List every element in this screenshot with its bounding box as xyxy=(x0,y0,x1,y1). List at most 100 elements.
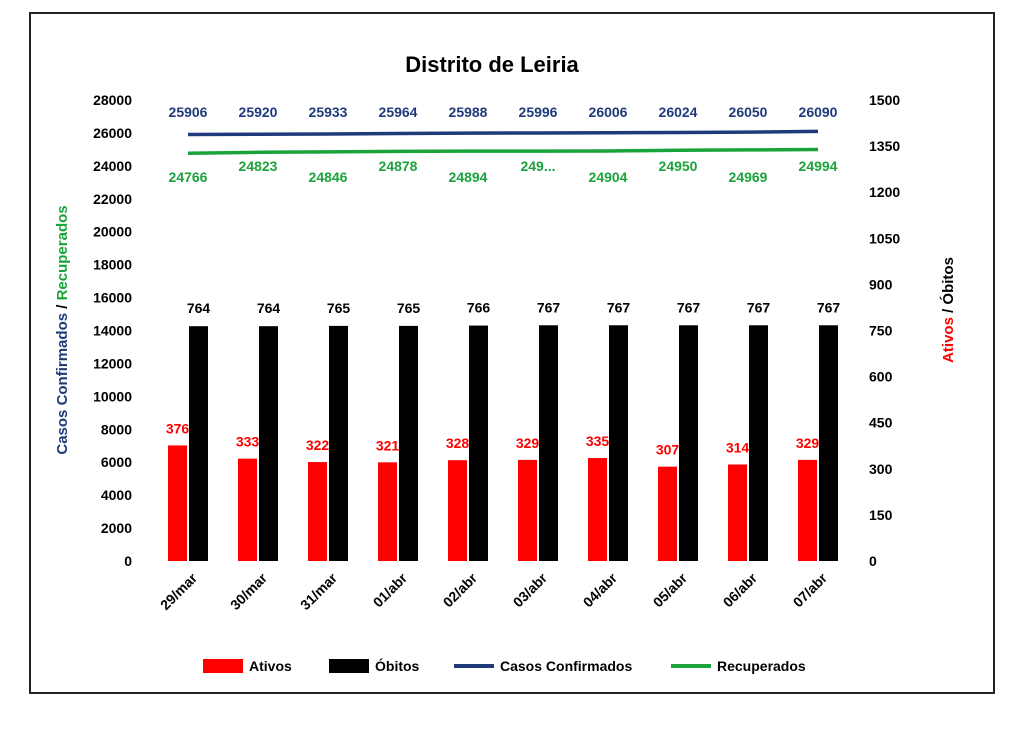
y-left-tick-label: 4000 xyxy=(101,487,132,503)
bar-ativos xyxy=(798,459,817,561)
y-right-tick-label: 750 xyxy=(869,323,893,339)
bar-obitos xyxy=(189,326,208,561)
y-right-axis-title-part: Ativos xyxy=(940,317,957,363)
y-right-tick-label: 1500 xyxy=(869,92,900,108)
lines xyxy=(187,129,819,155)
x-tick-label: 30/mar xyxy=(227,569,271,613)
legend-label: Recuperados xyxy=(717,658,806,674)
y-right-tick-label: 300 xyxy=(869,461,893,477)
y-left-tick-label: 10000 xyxy=(93,388,132,404)
y-left-tick-label: 6000 xyxy=(101,454,132,470)
x-tick-label: 02/abr xyxy=(440,569,481,610)
y-left-axis-title: Casos Confirmados / Recuperados xyxy=(54,205,71,454)
y-left-axis-title-part: Recuperados xyxy=(54,205,71,300)
bar-obitos xyxy=(469,325,488,561)
data-label-recuperados: 24823 xyxy=(239,158,278,174)
data-label-ativos: 329 xyxy=(516,435,540,451)
bar-ativos xyxy=(308,462,327,561)
data-label-ativos: 333 xyxy=(236,434,260,450)
data-label-recuperados: 24994 xyxy=(799,158,838,174)
bar-obitos xyxy=(539,325,558,561)
data-label-ativos: 328 xyxy=(446,435,470,451)
data-label-casos-confirmados: 25996 xyxy=(519,104,558,120)
legend-label: Óbitos xyxy=(375,657,420,674)
data-label-obitos: 764 xyxy=(257,300,281,316)
line-casos-confirmados xyxy=(187,129,819,137)
x-tick-label: 05/abr xyxy=(650,569,691,610)
data-labels: 376 764 25906 24766 333 764 25920 24823 322 765 25… xyxy=(166,104,841,458)
line-recuperados xyxy=(187,147,819,155)
y-left-axis-title-part: / xyxy=(54,300,71,313)
y-right-axis-title-part: / xyxy=(940,305,957,318)
y-left-tick-label: 12000 xyxy=(93,355,132,371)
chart-title: Distrito de Leiria xyxy=(405,52,579,77)
y-left-tick-label: 20000 xyxy=(93,224,132,240)
data-label-casos-confirmados: 26090 xyxy=(799,104,838,120)
x-tick-label: 31/mar xyxy=(297,569,341,613)
bar-obitos xyxy=(609,325,628,561)
bar-ativos xyxy=(378,462,397,561)
data-label-obitos: 766 xyxy=(467,300,491,316)
y-left-tick-label: 14000 xyxy=(93,323,132,339)
data-label-ativos: 321 xyxy=(376,437,400,453)
y-right-tick-label: 1050 xyxy=(869,230,900,246)
legend-label: Ativos xyxy=(249,658,292,674)
y-right-axis-title-part: Óbitos xyxy=(939,257,957,305)
data-label-ativos: 376 xyxy=(166,420,190,436)
y-left-axis-title-part: Casos Confirmados xyxy=(54,313,71,455)
bar-ativos xyxy=(518,459,537,561)
data-label-ativos: 314 xyxy=(726,439,750,455)
data-label-obitos: 767 xyxy=(817,299,841,315)
bar-ativos xyxy=(448,460,467,561)
data-label-obitos: 767 xyxy=(747,299,771,315)
data-label-obitos: 764 xyxy=(187,300,211,316)
bar-obitos xyxy=(329,325,348,561)
x-tick-label: 06/abr xyxy=(720,569,761,610)
data-label-obitos: 765 xyxy=(397,300,421,316)
x-tick-label: 29/mar xyxy=(157,569,201,613)
bar-obitos xyxy=(259,326,278,561)
data-label-obitos: 767 xyxy=(677,299,701,315)
bar-obitos xyxy=(749,325,768,561)
data-label-recuperados: 24766 xyxy=(169,169,208,185)
y-left-tick-label: 16000 xyxy=(93,290,132,306)
y-left-tick-label: 18000 xyxy=(93,257,132,273)
y-left-tick-label: 2000 xyxy=(101,520,132,536)
chart-frame: Distrito de Leiria 0 2000 4000 6000 8000 1000… xyxy=(29,12,995,694)
data-label-casos-confirmados: 25906 xyxy=(169,104,208,120)
bar-ativos xyxy=(168,445,187,561)
data-label-recuperados: 24950 xyxy=(659,158,698,174)
data-label-recuperados: 24894 xyxy=(449,169,488,185)
bar-obitos xyxy=(679,325,698,561)
legend: Ativos Óbitos Casos Confirmados Recuperados xyxy=(203,657,806,674)
y-right-tick-label: 0 xyxy=(869,553,877,569)
y-right-tick-label: 900 xyxy=(869,276,893,292)
legend-label: Casos Confirmados xyxy=(500,658,632,674)
y-left-tick-label: 24000 xyxy=(93,158,132,174)
data-label-obitos: 767 xyxy=(537,299,561,315)
bar-ativos xyxy=(658,466,677,561)
chart-svg: Distrito de Leiria 020004000600080001000… xyxy=(54,52,957,674)
x-tick-label: 04/abr xyxy=(580,569,621,610)
data-label-ativos: 322 xyxy=(306,437,330,453)
data-label-recuperados: 24904 xyxy=(589,169,628,185)
bar-ativos xyxy=(588,458,607,561)
data-label-ativos: 335 xyxy=(586,433,610,449)
y-right-tick-label: 150 xyxy=(869,507,893,523)
data-label-casos-confirmados: 26050 xyxy=(729,104,768,120)
x-tick-label: 01/abr xyxy=(370,569,411,610)
y-left-tick-label: 0 xyxy=(124,553,132,569)
x-tick-label: 03/abr xyxy=(510,569,551,610)
data-label-obitos: 767 xyxy=(607,299,631,315)
data-label-ativos: 307 xyxy=(656,442,680,458)
data-label-casos-confirmados: 25920 xyxy=(239,104,278,120)
bars xyxy=(168,325,838,561)
x-tick-label: 07/abr xyxy=(790,569,831,610)
bar-obitos xyxy=(399,325,418,561)
legend-swatch xyxy=(329,659,369,673)
data-label-recuperados: 24878 xyxy=(379,158,418,174)
data-label-recuperados: 24846 xyxy=(309,169,348,185)
y-left-tick-label: 22000 xyxy=(93,191,132,207)
data-label-recuperados: 24969 xyxy=(729,169,768,185)
data-label-obitos: 765 xyxy=(327,300,351,316)
